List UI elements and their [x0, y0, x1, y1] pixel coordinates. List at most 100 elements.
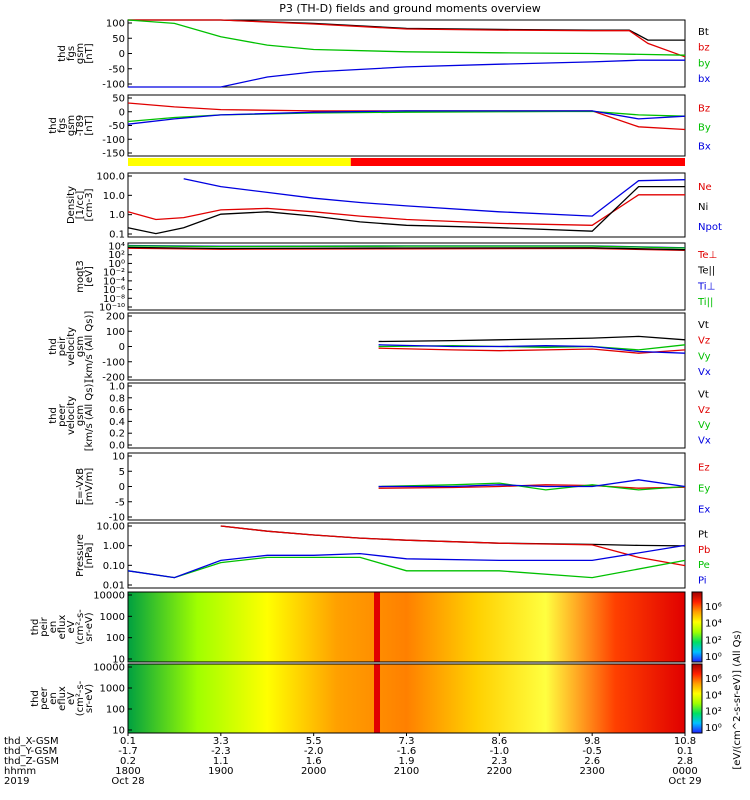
x-axis-row-label: thd_X-GSM — [4, 736, 59, 747]
colorbar-tick: 10² — [705, 707, 722, 718]
y-axis-label: thdpeirvelocitygsm[km/s (All Qs)] — [48, 311, 95, 383]
series-line — [378, 347, 686, 354]
series-line — [127, 245, 686, 249]
x-axis-row-label: hhmm — [4, 766, 36, 777]
x-tick-label: 1.6 — [306, 756, 322, 767]
y-axis-label: thdpeerenefluxeV(cm²-s-sr-eV) — [30, 680, 95, 716]
y-tick-label: 10⁻⁶ — [103, 285, 125, 296]
panel-pressure: 10.00 1.00 0.10 0.01 Pressure[nPa] Pt Pb Pe Pi — [75, 522, 710, 592]
series-line — [127, 556, 686, 579]
y-tick-label: 0 — [119, 107, 125, 118]
series-line — [378, 344, 686, 351]
x-tick-label: 10.8 — [674, 736, 696, 747]
x-tick-label: 2.3 — [491, 756, 507, 767]
panel-density: 100.0 10.0 1.0 0.1 Density[1/cc][cm-3] Ne Ni Np… — [66, 172, 722, 241]
legend-entry: Pi — [698, 575, 707, 586]
panel-peer_spec: 10000 1000 100 10 thdpeerenefluxeV(cm²-s-sr-… — [30, 663, 686, 737]
y-axis-label: E=-VxB[mV/m] — [75, 468, 95, 506]
y-tick-label: 1.0 — [109, 382, 125, 393]
y-tick-label: 10⁻¹⁰ — [99, 303, 125, 314]
series-line — [378, 482, 686, 491]
y-tick-label: 100 — [106, 327, 125, 338]
y-tick-label: -100 — [102, 80, 125, 91]
legend-entry: Vz — [698, 405, 710, 416]
y-tick-label: 1000 — [100, 612, 125, 623]
y-tick-label: 0.10 — [103, 561, 125, 572]
y-tick-label: 1.00 — [103, 541, 125, 552]
spectrogram-image — [128, 664, 685, 733]
series-line — [127, 247, 686, 251]
spectrogram-gap — [374, 664, 381, 733]
y-axis-label: thdpeirenefluxeV(cm²-s-sr-eV) — [30, 609, 95, 645]
x-tick-label: 1.9 — [399, 756, 415, 767]
y-tick-label: -50 — [109, 64, 125, 75]
y-tick-label: -100 — [102, 357, 125, 368]
legend-entry: by — [698, 58, 710, 69]
panel-efield: 10 5 0 -5 -10 E=-VxB[mV/m] Ez Ey Ex — [75, 452, 710, 524]
legend-entry: By — [698, 123, 711, 134]
legend-entry: Vt — [698, 320, 709, 331]
colorbar: 10⁶ 10⁴ 10² 10⁰ 10⁶ 10⁴ 10² 10⁰ [eV/(cm^2-s-sr-e… — [691, 591, 743, 770]
panel-frame — [127, 94, 686, 157]
x-tick-label: -1.6 — [397, 746, 417, 757]
y-tick-label: 0.2 — [109, 429, 125, 440]
y-tick-label: 0.0 — [109, 441, 125, 452]
series-line — [220, 525, 686, 567]
colorbar-strip-1 — [691, 663, 703, 734]
colorbar-tick: 10⁰ — [705, 723, 722, 734]
y-tick-label: 0.1 — [109, 230, 125, 241]
y-tick-label: 10² — [108, 250, 125, 261]
y-tick-label: 200 — [106, 312, 125, 323]
legend-entry: Vx — [698, 435, 711, 446]
y-tick-label: 0.8 — [109, 393, 125, 404]
legend-entry: Te⊥ — [697, 250, 717, 261]
x-tick-label: 2300 — [579, 766, 604, 777]
colorbar-tick: 10² — [705, 635, 722, 646]
x-tick-label: -2.3 — [211, 746, 231, 757]
y-tick-label: -150 — [102, 149, 125, 160]
x-tick-label: 9.8 — [584, 736, 600, 747]
series-line — [127, 19, 686, 56]
colorbar-label: [eV/(cm^2-s-sr-eV)] (All Qs) — [732, 630, 743, 769]
x-axis-row-label: thd_Z-GSM — [4, 756, 59, 767]
y-tick-label: 100 — [106, 633, 125, 644]
y-tick-label: 0 — [119, 482, 125, 493]
y-tick-label: -50 — [109, 121, 125, 132]
y-tick-label: -5 — [115, 497, 125, 508]
x-tick-label: 2200 — [487, 766, 512, 777]
series-line — [128, 59, 685, 88]
plot-title: P3 (TH-D) fields and ground moments over… — [279, 2, 541, 15]
colorbar-tick: 10⁴ — [705, 619, 722, 630]
series-line — [127, 544, 686, 579]
panel-frame — [127, 382, 686, 449]
series-line — [127, 185, 685, 235]
y-tick-label: 10⁻⁴ — [103, 276, 125, 287]
x-tick-label: 0.1 — [677, 746, 693, 757]
series-line — [378, 479, 686, 488]
legend-entry: Ex — [698, 505, 710, 516]
legend-entry: Ni — [698, 202, 708, 213]
legend-entry: Bx — [698, 142, 711, 153]
y-tick-label: 0.01 — [103, 581, 125, 592]
series-line — [127, 194, 685, 226]
legend-entry: Bz — [698, 104, 710, 115]
y-tick-label: 100.0 — [96, 172, 125, 183]
y-tick-label: 0 — [119, 49, 125, 60]
y-tick-label: 0 — [119, 342, 125, 353]
series-line — [128, 19, 686, 58]
legend-entry: Pb — [698, 545, 710, 556]
x-tick-label: -0.5 — [582, 746, 602, 757]
colorbar-tick: 10⁴ — [705, 690, 722, 701]
legend-entry: Pe — [698, 560, 710, 571]
series-line — [127, 110, 686, 123]
legend-entry: Ez — [698, 463, 710, 474]
x-tick-label: 1900 — [208, 766, 233, 777]
legend-entry: Bt — [698, 27, 709, 38]
y-axis-label: thdpeervelocitygsm[km/s (All Qs)] — [48, 380, 95, 452]
spectrogram-image — [128, 592, 685, 662]
series-line — [127, 246, 686, 251]
panel-peir_vel: 200 100 0 -100 -200 thdpeirvelocitygsm[km/s (… — [48, 311, 711, 384]
x-tick-label: 5.5 — [306, 736, 322, 747]
mode-bar-segment-1 — [350, 158, 685, 166]
